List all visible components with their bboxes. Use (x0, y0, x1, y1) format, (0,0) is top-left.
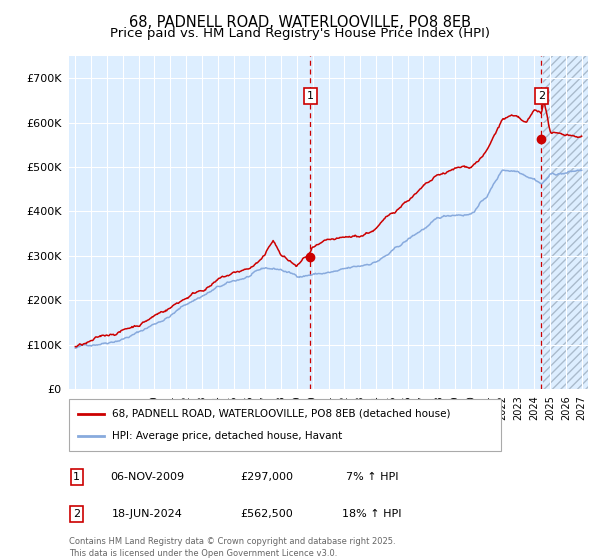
Text: Price paid vs. HM Land Registry's House Price Index (HPI): Price paid vs. HM Land Registry's House … (110, 27, 490, 40)
Text: 06-NOV-2009: 06-NOV-2009 (110, 472, 184, 482)
Text: £562,500: £562,500 (241, 509, 293, 519)
Text: 1: 1 (73, 472, 80, 482)
Text: 1: 1 (307, 91, 314, 101)
Text: 7% ↑ HPI: 7% ↑ HPI (346, 472, 398, 482)
Text: 68, PADNELL ROAD, WATERLOOVILLE, PO8 8EB: 68, PADNELL ROAD, WATERLOOVILLE, PO8 8EB (129, 15, 471, 30)
Text: £297,000: £297,000 (241, 472, 293, 482)
Text: 2: 2 (73, 509, 80, 519)
Text: HPI: Average price, detached house, Havant: HPI: Average price, detached house, Hava… (112, 431, 343, 441)
Text: 68, PADNELL ROAD, WATERLOOVILLE, PO8 8EB (detached house): 68, PADNELL ROAD, WATERLOOVILLE, PO8 8EB… (112, 409, 451, 419)
FancyBboxPatch shape (69, 399, 501, 451)
Text: 18-JUN-2024: 18-JUN-2024 (112, 509, 182, 519)
Text: 18% ↑ HPI: 18% ↑ HPI (342, 509, 402, 519)
Bar (543, 56, 588, 389)
Text: Contains HM Land Registry data © Crown copyright and database right 2025.: Contains HM Land Registry data © Crown c… (69, 537, 395, 546)
Text: This data is licensed under the Open Government Licence v3.0.: This data is licensed under the Open Gov… (69, 549, 337, 558)
Text: 2: 2 (538, 91, 545, 101)
